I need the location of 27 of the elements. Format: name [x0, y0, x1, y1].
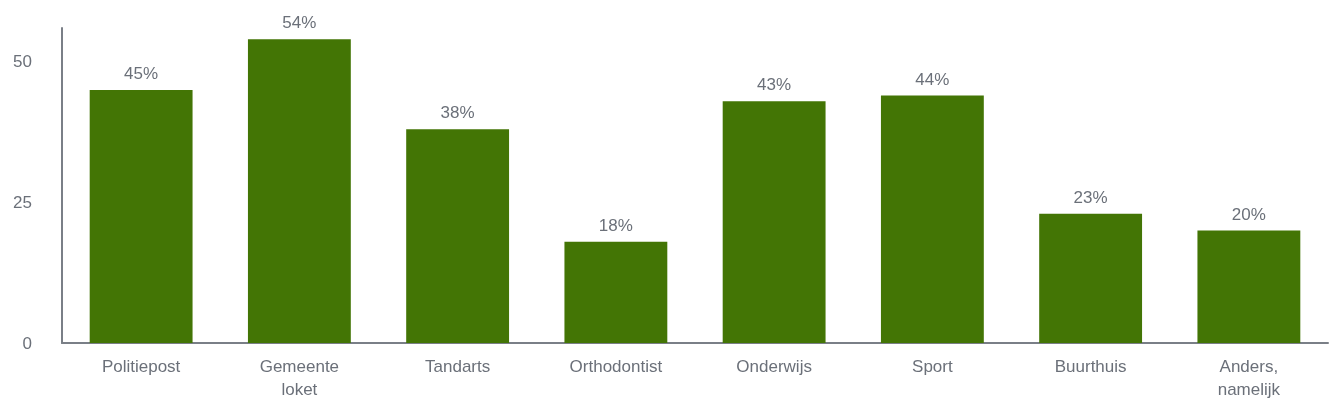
y-tick-label: 0 [22, 333, 32, 353]
y-tick-label: 50 [13, 52, 32, 72]
x-tick-label: Tandarts [425, 357, 491, 376]
y-tick-label: 25 [13, 192, 32, 212]
x-tick-label: Buurthuis [1054, 357, 1127, 376]
bar [564, 241, 668, 343]
data-label: 20% [1231, 204, 1266, 224]
bar [247, 39, 351, 343]
bar [1197, 230, 1301, 343]
bar [880, 95, 984, 343]
data-label: 23% [1073, 187, 1108, 207]
bar [89, 89, 193, 343]
data-label: 43% [757, 75, 792, 95]
x-tick-label: Politiepost [101, 357, 181, 376]
data-label: 18% [598, 215, 633, 235]
data-label: 54% [282, 13, 317, 33]
x-tick-label: Gemeente loket [259, 357, 340, 399]
bar [1039, 213, 1143, 343]
data-label: 45% [124, 63, 159, 83]
x-tick-label: Anders, namelijk [1217, 357, 1281, 399]
bar [406, 129, 510, 343]
x-tick-label: Onderwijs [736, 357, 812, 376]
data-label: 44% [915, 69, 950, 89]
data-label: 38% [440, 103, 475, 123]
x-tick-label: Orthodontist [569, 357, 663, 376]
x-tick-label: Sport [912, 357, 953, 376]
bar [722, 101, 826, 343]
